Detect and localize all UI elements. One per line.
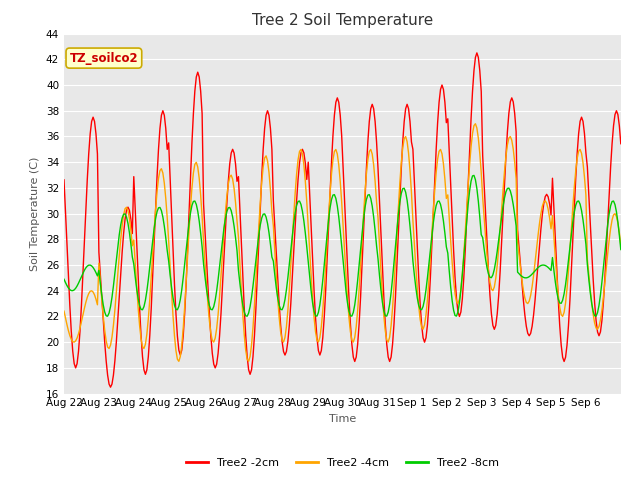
Tree2 -4cm (79, 312, 87, 318)
Tree2 -4cm (543, 200, 550, 206)
Y-axis label: Soil Temperature (C): Soil Temperature (C) (30, 156, 40, 271)
Tree2 -8cm (348, 313, 356, 319)
Line: Tree2 -2cm: Tree2 -2cm (64, 53, 621, 387)
Legend: Tree2 -2cm, Tree2 -4cm, Tree2 -8cm: Tree2 -2cm, Tree2 -4cm, Tree2 -8cm (182, 453, 503, 472)
Tree2 -2cm (617, 141, 625, 146)
Line: Tree2 -8cm: Tree2 -8cm (64, 175, 621, 316)
Tree2 -4cm (60, 308, 68, 314)
Tree2 -2cm (543, 192, 550, 197)
Tree2 -8cm (97, 281, 104, 287)
Tree2 -4cm (97, 279, 104, 285)
Text: TZ_soilco2: TZ_soilco2 (70, 51, 138, 65)
Tree2 -2cm (458, 296, 466, 302)
Line: Tree2 -4cm: Tree2 -4cm (64, 124, 621, 361)
X-axis label: Time: Time (329, 414, 356, 424)
Tree2 -4cm (458, 271, 466, 276)
Tree2 -2cm (79, 272, 87, 278)
Title: Tree 2 Soil Temperature: Tree 2 Soil Temperature (252, 13, 433, 28)
Tree2 -4cm (617, 242, 625, 248)
Tree2 -8cm (543, 264, 550, 269)
Tree2 -4cm (472, 121, 479, 127)
Tree2 -8cm (79, 270, 87, 276)
Tree2 -2cm (473, 50, 481, 56)
Tree2 -4cm (175, 359, 182, 364)
Tree2 -2cm (97, 271, 104, 277)
Tree2 -8cm (616, 232, 623, 238)
Tree2 -4cm (348, 337, 356, 343)
Tree2 -8cm (470, 172, 478, 178)
Tree2 -8cm (104, 313, 111, 319)
Tree2 -2cm (348, 341, 356, 347)
Tree2 -2cm (616, 123, 623, 129)
Tree2 -8cm (458, 272, 466, 277)
Tree2 -2cm (60, 177, 68, 183)
Tree2 -2cm (107, 384, 115, 390)
Tree2 -4cm (616, 230, 623, 236)
Tree2 -8cm (617, 247, 625, 252)
Tree2 -8cm (60, 276, 68, 282)
